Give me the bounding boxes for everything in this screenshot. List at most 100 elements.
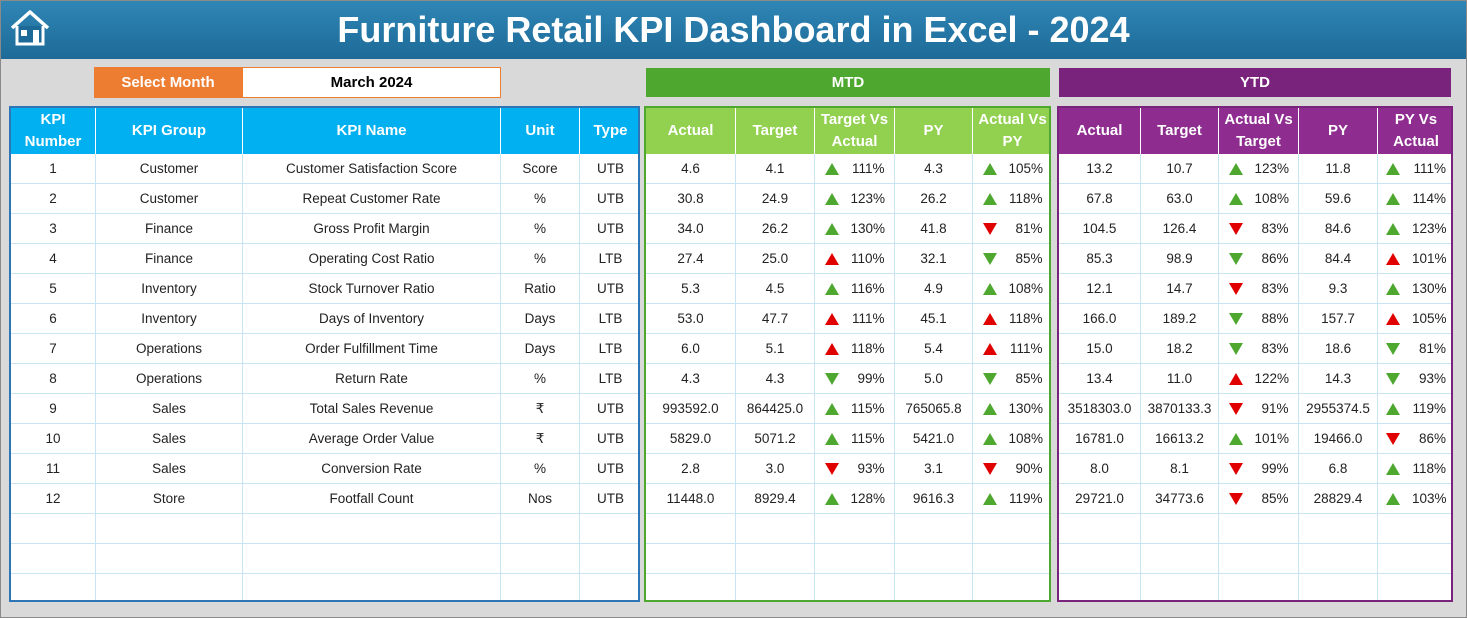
- table-cell: Customer: [96, 184, 243, 214]
- table-cell: 122%: [1219, 364, 1299, 394]
- trend-arrow-down: [1386, 432, 1400, 445]
- table-cell: Order Fulfillment Time: [243, 334, 501, 364]
- percent: 130%: [1412, 281, 1447, 296]
- table-cell: 6: [11, 304, 96, 334]
- table-cell: 4.9: [895, 274, 973, 304]
- table-cell: 5421.0: [895, 424, 973, 454]
- table-cell: 90%: [973, 454, 1049, 484]
- trend-arrow-up: [982, 402, 997, 415]
- table-cell: 105%: [973, 154, 1049, 184]
- table-cell: 6.8: [1299, 454, 1378, 484]
- table-cell: ₹: [501, 394, 580, 424]
- trend-arrow-down: [1386, 342, 1400, 355]
- table-cell: [501, 574, 580, 600]
- trend-arrow-up: [1228, 162, 1243, 175]
- table-cell: Customer Satisfaction Score: [243, 154, 501, 184]
- trend-arrow-up: [1386, 492, 1400, 505]
- table-cell: 15.0: [1059, 334, 1141, 364]
- percent: 81%: [1015, 221, 1043, 236]
- percent: 115%: [850, 401, 885, 416]
- trend-arrow-up: [1228, 432, 1243, 445]
- table-cell: 118%: [1378, 454, 1451, 484]
- table-cell: 8.1: [1141, 454, 1219, 484]
- table-cell: 119%: [973, 484, 1049, 514]
- trend-arrow-up: [982, 282, 997, 295]
- table-cell: [973, 574, 1049, 600]
- trend-arrow-down: [1228, 252, 1243, 265]
- percent: 111%: [851, 311, 885, 326]
- table-cell: Sales: [96, 424, 243, 454]
- table-cell: 14.7: [1141, 274, 1219, 304]
- trend-arrow-down: [982, 372, 997, 385]
- table-cell: Operations: [96, 334, 243, 364]
- table-cell: [1219, 574, 1299, 600]
- trend-arrow-up: [824, 402, 839, 415]
- table-cell: 108%: [1219, 184, 1299, 214]
- trend-arrow-down: [1228, 492, 1243, 505]
- column-header: KPI Name: [243, 108, 501, 154]
- home-icon[interactable]: [9, 9, 51, 47]
- trend-arrow-up: [1386, 312, 1400, 325]
- table-cell: 1: [11, 154, 96, 184]
- column-header: Actual: [646, 108, 736, 154]
- table-cell: 110%: [815, 244, 895, 274]
- table-cell: 108%: [973, 424, 1049, 454]
- table-cell: [501, 514, 580, 544]
- percent: 118%: [1008, 191, 1043, 206]
- trend-arrow-down: [1228, 402, 1243, 415]
- table-cell: [1141, 544, 1219, 574]
- percent: 118%: [1412, 461, 1446, 476]
- table-cell: 123%: [1219, 154, 1299, 184]
- trend-arrow-up: [982, 342, 997, 355]
- table-cell: [11, 544, 96, 574]
- table-cell: Repeat Customer Rate: [243, 184, 501, 214]
- percent: 93%: [1418, 371, 1446, 386]
- trend-arrow-up: [1386, 192, 1400, 205]
- trend-arrow-up: [824, 162, 839, 175]
- trend-arrow-up: [1228, 192, 1243, 205]
- table-cell: Sales: [96, 394, 243, 424]
- table-cell: 189.2: [1141, 304, 1219, 334]
- table-cell: 5071.2: [736, 424, 815, 454]
- table-cell: 4.3: [646, 364, 736, 394]
- percent: 123%: [850, 191, 886, 206]
- table-cell: [1299, 514, 1378, 544]
- table-cell: 47.7: [736, 304, 815, 334]
- table-cell: 116%: [815, 274, 895, 304]
- percent: 99%: [1261, 461, 1289, 476]
- table-cell: 16613.2: [1141, 424, 1219, 454]
- percent: 116%: [850, 281, 885, 296]
- percent: 103%: [1412, 491, 1447, 506]
- table-cell: 84.6: [1299, 214, 1378, 244]
- table-cell: UTB: [580, 184, 638, 214]
- table-cell: [1299, 544, 1378, 574]
- trend-arrow-down: [1228, 222, 1243, 235]
- table-cell: [11, 514, 96, 544]
- table-cell: 4.6: [646, 154, 736, 184]
- table-cell: [96, 574, 243, 600]
- table-cell: 114%: [1378, 184, 1451, 214]
- table-cell: [895, 544, 973, 574]
- ytd-banner-text: YTD: [1240, 74, 1270, 91]
- table-cell: Inventory: [96, 304, 243, 334]
- table-cell: 130%: [973, 394, 1049, 424]
- column-header: Actual Vs Target: [1219, 108, 1299, 154]
- table-cell: 111%: [815, 154, 895, 184]
- table-cell: 83%: [1219, 274, 1299, 304]
- table-cell: 83%: [1219, 214, 1299, 244]
- table-cell: 85.3: [1059, 244, 1141, 274]
- table-cell: 118%: [973, 184, 1049, 214]
- table-cell: 84.4: [1299, 244, 1378, 274]
- table-cell: %: [501, 454, 580, 484]
- table-cell: [96, 514, 243, 544]
- percent: 83%: [1261, 341, 1289, 356]
- month-select[interactable]: March 2024: [242, 67, 501, 98]
- table-cell: [646, 544, 736, 574]
- trend-arrow-up: [1386, 402, 1400, 415]
- percent: 83%: [1261, 221, 1289, 236]
- table-cell: Inventory: [96, 274, 243, 304]
- table-cell: 13.4: [1059, 364, 1141, 394]
- trend-arrow-up: [982, 162, 997, 175]
- table-cell: 5.1: [736, 334, 815, 364]
- percent: 115%: [850, 431, 885, 446]
